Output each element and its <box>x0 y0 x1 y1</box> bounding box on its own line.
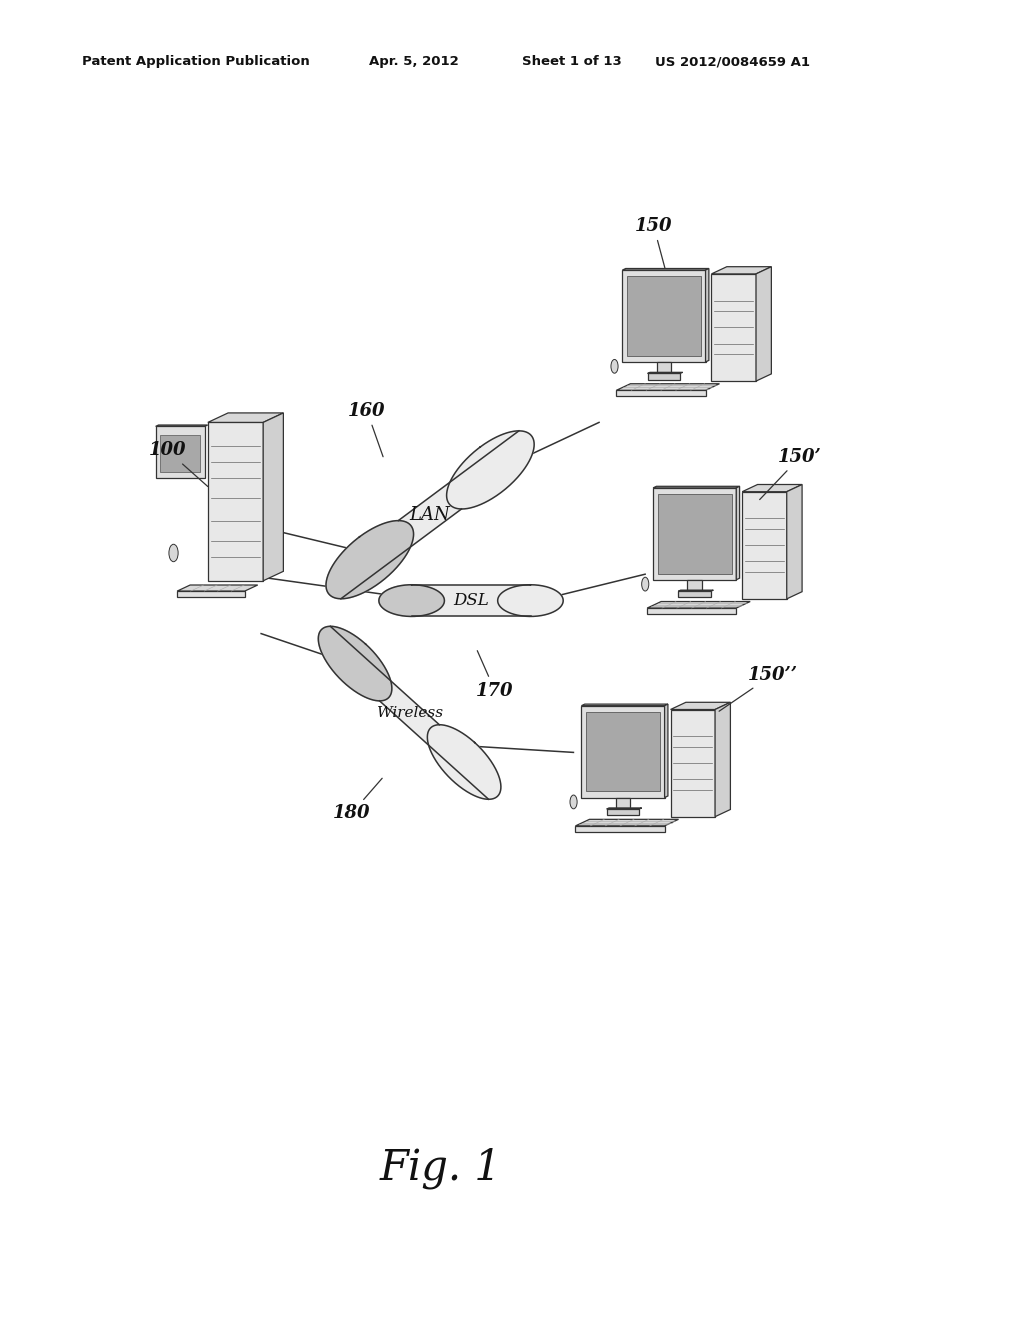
Polygon shape <box>665 704 668 797</box>
Polygon shape <box>623 268 709 271</box>
Polygon shape <box>616 384 720 391</box>
Polygon shape <box>331 626 488 800</box>
Polygon shape <box>177 585 258 591</box>
Polygon shape <box>446 430 535 510</box>
Text: Patent Application Publication: Patent Application Publication <box>82 55 309 69</box>
Polygon shape <box>786 484 802 599</box>
Polygon shape <box>156 426 205 478</box>
Text: 180: 180 <box>333 779 382 822</box>
Polygon shape <box>715 702 730 817</box>
Polygon shape <box>263 413 284 581</box>
Polygon shape <box>341 430 519 599</box>
Text: 150’’: 150’’ <box>719 665 798 711</box>
Polygon shape <box>712 267 771 275</box>
Polygon shape <box>742 484 802 491</box>
Polygon shape <box>156 425 208 426</box>
Polygon shape <box>575 820 679 826</box>
Polygon shape <box>742 491 786 599</box>
Polygon shape <box>671 702 730 710</box>
Polygon shape <box>318 626 392 701</box>
Ellipse shape <box>611 359 618 374</box>
Polygon shape <box>208 422 263 581</box>
Polygon shape <box>498 585 563 616</box>
Polygon shape <box>712 275 756 381</box>
Polygon shape <box>582 704 668 706</box>
Polygon shape <box>756 267 771 381</box>
Polygon shape <box>616 391 706 396</box>
Polygon shape <box>160 434 201 473</box>
Text: Fig. 1: Fig. 1 <box>379 1147 502 1189</box>
Polygon shape <box>627 276 700 356</box>
Polygon shape <box>736 486 739 579</box>
Text: US 2012/0084659 A1: US 2012/0084659 A1 <box>655 55 810 69</box>
Polygon shape <box>606 809 639 816</box>
Polygon shape <box>653 486 739 488</box>
Text: Sheet 1 of 13: Sheet 1 of 13 <box>522 55 622 69</box>
Ellipse shape <box>642 577 649 591</box>
Text: 170: 170 <box>476 651 514 700</box>
Polygon shape <box>706 268 709 362</box>
Polygon shape <box>687 579 702 591</box>
Polygon shape <box>582 706 665 797</box>
Polygon shape <box>208 413 284 422</box>
Text: 150: 150 <box>635 216 673 268</box>
Polygon shape <box>647 602 751 609</box>
Polygon shape <box>671 710 715 817</box>
Polygon shape <box>647 609 736 614</box>
Text: DSL: DSL <box>454 593 488 609</box>
Polygon shape <box>623 271 706 362</box>
Polygon shape <box>615 797 631 809</box>
Polygon shape <box>656 362 672 374</box>
Text: Wireless: Wireless <box>377 706 442 719</box>
Text: 160: 160 <box>348 401 386 457</box>
Text: 100: 100 <box>148 441 208 487</box>
Polygon shape <box>326 520 414 599</box>
Polygon shape <box>586 711 659 792</box>
Text: 150’: 150’ <box>760 447 822 499</box>
Polygon shape <box>177 591 245 597</box>
Polygon shape <box>678 591 711 598</box>
Polygon shape <box>647 374 680 380</box>
Ellipse shape <box>169 544 178 562</box>
Polygon shape <box>379 585 444 616</box>
Text: Apr. 5, 2012: Apr. 5, 2012 <box>369 55 459 69</box>
Ellipse shape <box>570 795 578 809</box>
Polygon shape <box>575 826 665 832</box>
Polygon shape <box>657 494 731 574</box>
Polygon shape <box>653 488 736 579</box>
Text: LAN: LAN <box>410 506 451 524</box>
Polygon shape <box>412 585 530 616</box>
Polygon shape <box>427 725 501 800</box>
